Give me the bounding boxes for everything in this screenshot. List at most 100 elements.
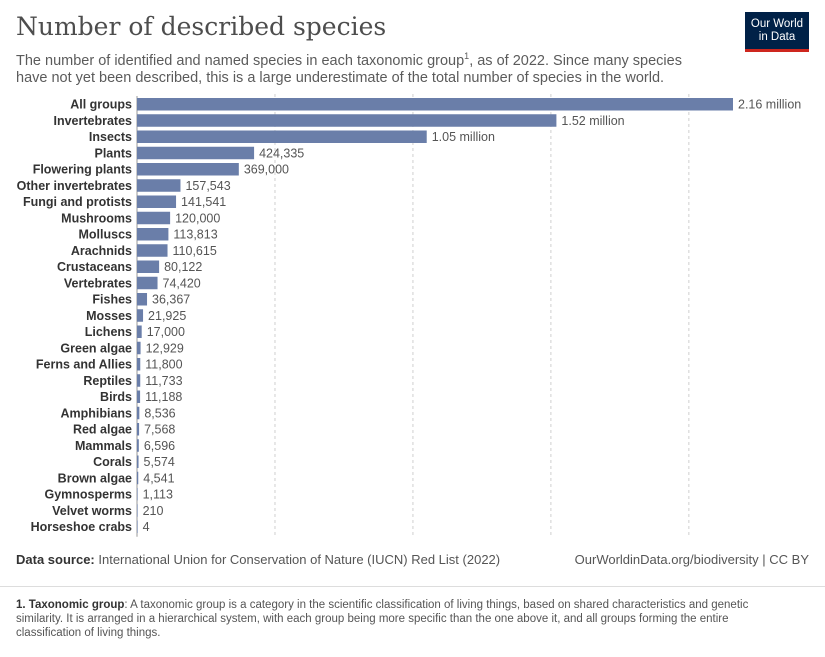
value-label: 4 [143,520,150,534]
footnote: 1. Taxonomic group: A taxonomic group is… [16,598,786,640]
value-label: 120,000 [175,211,220,225]
bar[interactable] [137,358,141,371]
category-label: Plants [94,146,132,160]
category-label: Arachnids [71,244,132,258]
category-label: Fungi and protists [23,195,132,209]
value-label: 4,541 [143,471,174,485]
category-label: Birds [100,390,132,404]
value-label: 11,800 [145,358,182,372]
value-label: 1.52 million [561,114,624,128]
bar[interactable] [137,146,255,160]
bar[interactable] [137,471,139,485]
value-label: 5,574 [144,455,175,469]
bar[interactable] [137,260,160,274]
bars: All groups 2.16 million Invertebrates 1.52 … [17,98,802,535]
credit-link[interactable]: OurWorldinData.org/biodiversity | CC BY [574,552,809,567]
category-label: Lichens [85,325,132,339]
subtitle-text-end: , as of 2022. Since many species have no… [16,52,682,86]
category-label: Green algae [60,341,132,355]
owid-logo[interactable]: Our World in Data [745,12,809,52]
value-label: 369,000 [244,163,289,177]
value-label: 74,420 [163,276,201,290]
source-text[interactable]: International Union for Conservation of … [94,552,501,567]
value-label: 11,733 [145,374,182,388]
value-label: 17,000 [147,325,185,339]
chart-title: Number of described species [16,12,387,41]
category-label: Mushrooms [61,211,132,225]
value-label: 80,122 [164,260,202,274]
value-label: 1.05 million [432,130,495,144]
bar[interactable] [137,423,140,436]
value-label: 7,568 [144,423,175,437]
category-label: Fishes [92,293,132,307]
bar[interactable] [137,439,139,452]
bar[interactable] [137,195,177,209]
category-label: Amphibians [60,406,132,420]
category-label: Molluscs [79,228,133,242]
value-label: 1,113 [143,488,173,502]
category-label: Other invertebrates [17,179,132,193]
bar[interactable] [137,341,141,355]
bar[interactable] [137,520,138,534]
bar[interactable] [137,276,158,290]
category-label: Red algae [73,423,132,437]
bar[interactable] [137,406,140,420]
category-label: Reptiles [83,374,132,388]
value-label: 12,929 [146,341,184,355]
category-label: Vertebrates [64,276,132,290]
bar[interactable] [137,98,733,111]
category-label: Mosses [86,309,132,323]
bar[interactable] [137,211,171,225]
value-label: 141,541 [181,195,226,209]
bar[interactable] [137,374,141,387]
category-label: Ferns and Allies [36,358,132,372]
bar[interactable] [137,325,142,339]
logo-line-2: in Data [758,31,796,43]
bar[interactable] [137,228,169,241]
value-label: 36,367 [152,293,190,307]
bar[interactable] [137,390,141,404]
bar[interactable] [137,488,138,501]
value-label: 11,188 [145,390,182,404]
value-label: 2.16 million [738,98,801,112]
category-label: Horseshoe crabs [31,520,132,534]
category-label: Crustaceans [57,260,132,274]
bar[interactable] [137,130,427,144]
category-label: Mammals [75,439,132,453]
bar[interactable] [137,504,138,517]
bar[interactable] [137,163,239,176]
category-label: All groups [70,98,132,112]
bar[interactable] [137,293,148,306]
value-label: 113,813 [173,228,217,242]
category-label: Gymnosperms [44,488,132,502]
footnote-label: 1. Taxonomic group [16,599,125,611]
value-label: 8,536 [144,406,175,420]
value-label: 157,543 [185,179,230,193]
value-label: 110,615 [173,244,217,258]
bar-chart: All groups 2.16 million Invertebrates 1.52 … [17,94,802,537]
value-label: 6,596 [144,439,175,453]
chart-subtitle: The number of identified and named speci… [16,48,716,87]
value-label: 210 [143,504,164,518]
grid-lines [136,94,690,537]
bar[interactable] [137,309,144,322]
bar[interactable] [137,114,557,127]
category-label: Velvet worms [52,504,132,518]
footnote-marker[interactable]: 1 [464,51,470,61]
bar[interactable] [137,179,181,192]
category-label: Insects [89,130,132,144]
footnote-text: : A taxonomic group is a category in the… [16,599,749,639]
value-label: 424,335 [259,146,304,160]
bar[interactable] [137,244,168,257]
footer-divider [0,586,825,587]
category-label: Flowering plants [33,163,132,177]
source-label: Data source: [16,552,95,567]
logo-line-1: Our World [750,18,804,30]
category-label: Corals [93,455,132,469]
category-label: Brown algae [58,471,132,485]
category-label: Invertebrates [53,114,132,128]
value-label: 21,925 [148,309,186,323]
subtitle-text-start: The number of identified and named speci… [16,52,465,69]
data-source: Data source: International Union for Con… [16,552,500,567]
bar[interactable] [137,455,139,469]
